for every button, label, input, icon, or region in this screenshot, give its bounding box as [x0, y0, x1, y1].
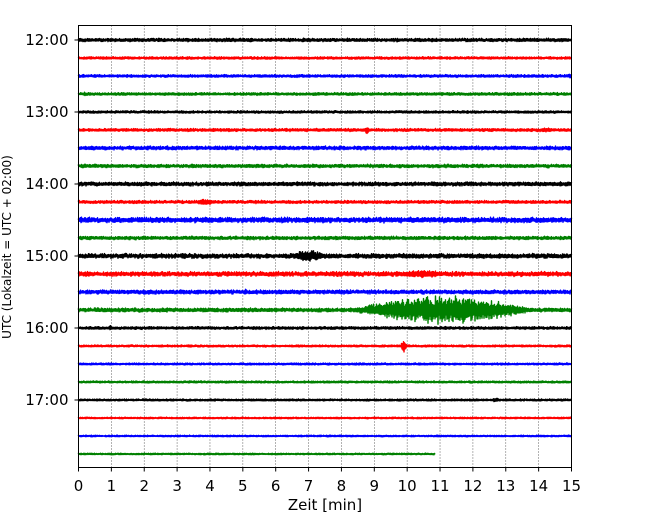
seismogram-trace-1430 — [77, 216, 573, 224]
x-tick-label: 15 — [562, 477, 581, 495]
x-tick-label: 14 — [529, 477, 548, 495]
seismogram-trace-1230 — [77, 73, 573, 79]
x-tick-label: 0 — [74, 477, 84, 495]
seismogram-trace-1400 — [77, 181, 573, 187]
x-tick-label: 13 — [496, 477, 515, 495]
seismogram-trace-1315 — [77, 127, 573, 135]
seismogram-trace-1600 — [77, 325, 573, 331]
x-tick-label: 7 — [304, 477, 314, 495]
y-tick-label: 13:00 — [25, 103, 68, 121]
seismogram-trace-1645 — [77, 380, 573, 384]
x-tick-label: 1 — [107, 477, 117, 495]
seismogram-trace-1245 — [77, 91, 573, 97]
seismogram-trace-1200 — [77, 37, 573, 43]
x-tick-label: 3 — [172, 477, 182, 495]
seismogram-trace-1630 — [77, 362, 573, 366]
y-tick-label: 15:00 — [25, 247, 68, 265]
plot-frame — [78, 25, 572, 468]
y-tick-label: 16:00 — [25, 319, 68, 337]
y-tick-label: 12:00 — [25, 31, 68, 49]
seismogram-trace-1745 — [77, 452, 436, 456]
y-tick-label: 14:00 — [25, 175, 68, 193]
x-tick-label: 4 — [205, 477, 215, 495]
x-tick-label: 6 — [271, 477, 281, 495]
seismogram-trace-1515 — [77, 270, 573, 279]
x-tick-label: 10 — [398, 477, 417, 495]
seismogram-trace-1700 — [77, 397, 573, 403]
x-axis-label: Zeit [min] — [288, 496, 362, 514]
x-axis-ticks: 0 1 2 3 4 5 6 7 8 9 10 11 12 13 14 15 — [74, 467, 581, 495]
seismogram-trace-1615 — [77, 341, 573, 353]
seismogram-trace-1445 — [77, 235, 573, 241]
y-tick-label: 17:00 — [25, 391, 68, 409]
seismogram-trace-1500 — [77, 250, 573, 262]
seismogram-traces — [77, 37, 573, 456]
seismogram-trace-1715 — [77, 416, 572, 420]
y-axis-ticks: 12:00 13:00 14:00 15:00 16:00 17:00 — [25, 31, 79, 409]
x-tick-label: 9 — [370, 477, 380, 495]
y-axis-label: UTC (Lokalzeit = UTC + 02:00) — [0, 155, 14, 339]
seismogram-trace-1330 — [77, 145, 573, 151]
seismogram-trace-1730 — [77, 434, 573, 438]
seismogram-trace-1530 — [77, 288, 573, 295]
seismogram-trace-1345 — [77, 163, 573, 169]
seismogram-trace-1415 — [77, 198, 573, 205]
seismogram-trace-1545 — [77, 295, 573, 325]
seismogram-trace-1300 — [77, 109, 573, 115]
x-tick-label: 12 — [463, 477, 482, 495]
seismogram-trace-1215 — [77, 56, 573, 60]
x-tick-label: 11 — [430, 477, 449, 495]
x-tick-label: 2 — [139, 477, 149, 495]
x-tick-label: 5 — [238, 477, 248, 495]
x-tick-label: 8 — [337, 477, 347, 495]
